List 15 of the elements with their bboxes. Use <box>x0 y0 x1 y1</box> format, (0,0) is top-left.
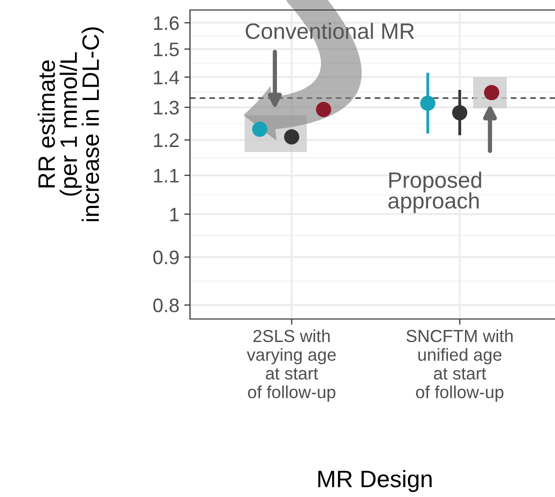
y-tick-label: 0.9 <box>153 250 179 264</box>
annotation: Proposed approach <box>388 172 482 214</box>
y-tick-label: 1 <box>170 208 179 222</box>
y-tick-label: 1.1 <box>154 169 179 182</box>
y-tick-label: 1.5 <box>154 42 179 56</box>
x-tick-label: SNCFTM with unified age at start of follow-up <box>406 329 513 402</box>
y-tick-label: 1.2 <box>154 133 179 147</box>
y-tick-label: 1.6 <box>154 16 179 30</box>
y-axis-title: RR estimate (per 1 mmol/L increase in LDL-C) <box>38 27 104 222</box>
x-axis-title: MR Design <box>318 470 432 492</box>
annotation: Conventional MR <box>246 22 414 40</box>
x-tick-label: 2SLS with varying age at start of follow-up <box>246 329 336 402</box>
y-tick-label: 1.4 <box>154 70 180 84</box>
y-tick-label: 0.8 <box>153 298 179 312</box>
y-tick-label: 1.3 <box>154 100 179 115</box>
